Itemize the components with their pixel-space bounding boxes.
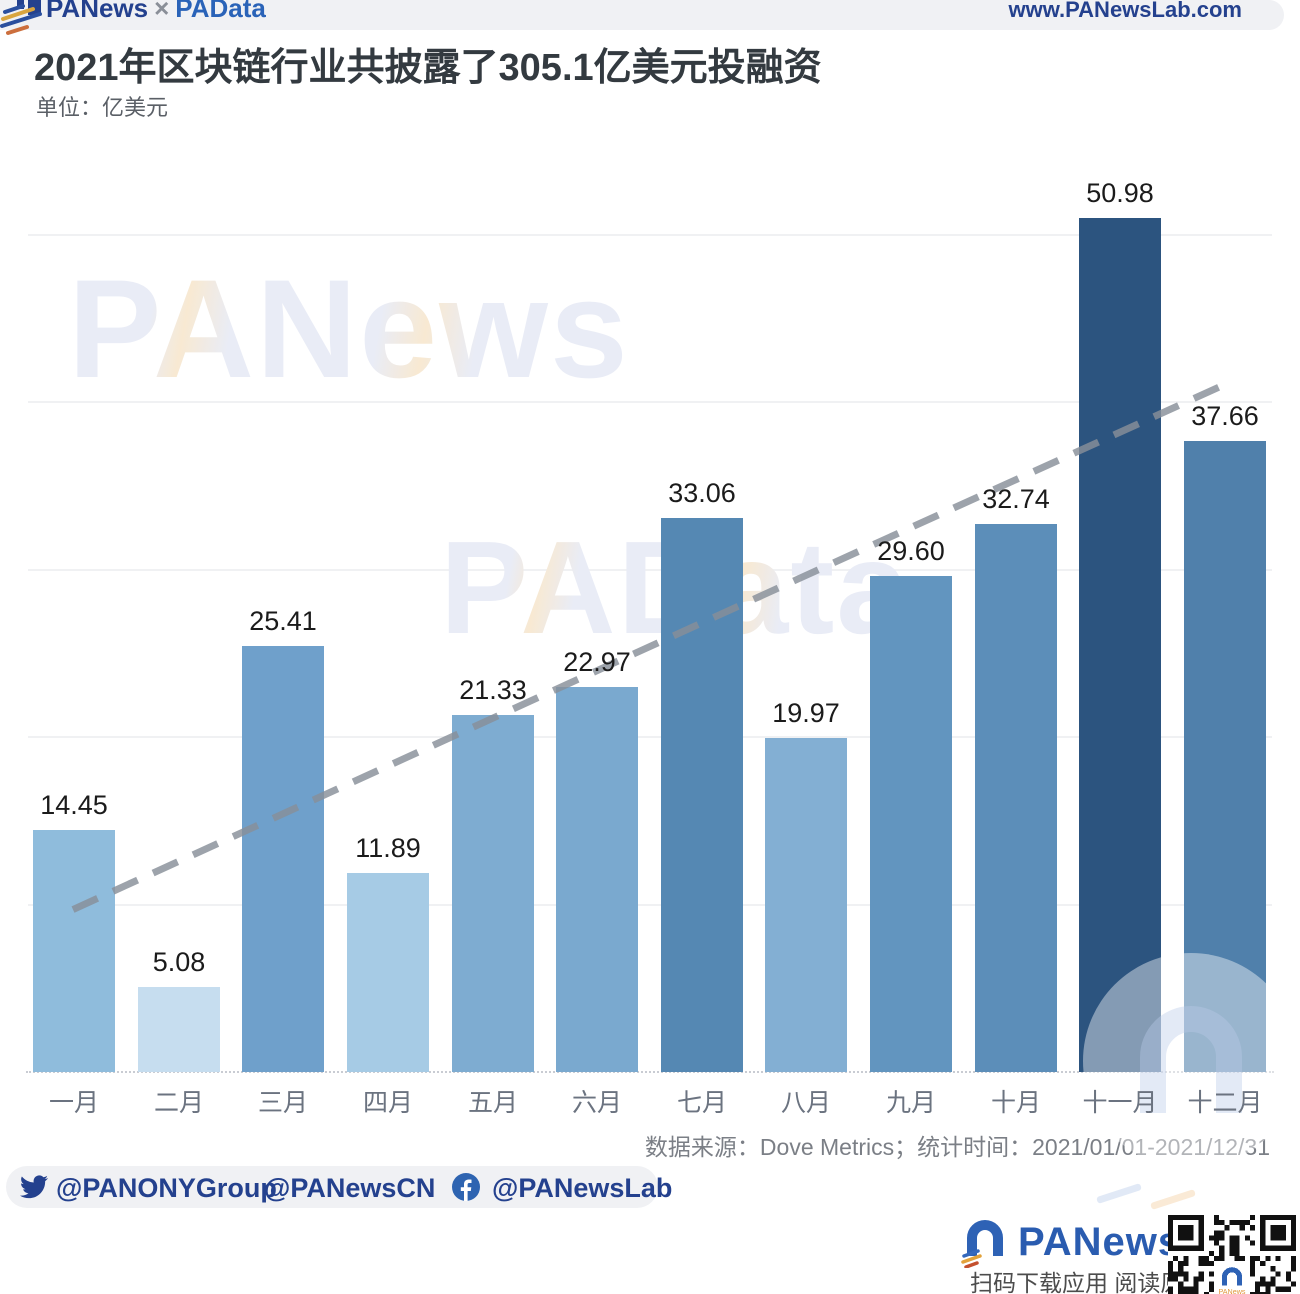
facebook-icon — [452, 1173, 480, 1201]
watermark-logo-circle — [1083, 953, 1299, 1169]
x-axis-label-三月: 三月 — [257, 1089, 309, 1117]
x-axis-label-七月: 七月 — [676, 1089, 728, 1117]
watermark-panews: PANews — [68, 248, 630, 410]
x-axis-label-一月: 一月 — [48, 1089, 100, 1117]
page-title: 2021年区块链行业共披露了305.1亿美元投融资 — [34, 47, 822, 89]
x-axis-label-四月: 四月 — [362, 1089, 414, 1117]
data-source-note: 数据来源：Dove Metrics；统计时间：2021/01/01-2021/1… — [644, 1134, 1270, 1160]
panews-footer-logo-icon — [961, 1220, 1003, 1268]
bar-二月 — [138, 987, 220, 1072]
x-axis-label-五月: 五月 — [467, 1089, 519, 1117]
qr-caption: 扫码下载应用 阅读原文 — [970, 1270, 1207, 1294]
x-axis-label-十月: 十月 — [990, 1089, 1042, 1117]
bar-value-label-五月: 21.33 — [459, 675, 527, 705]
qr-code: PANews — [1168, 1215, 1296, 1294]
brand-separator: × — [154, 0, 170, 23]
bar-十一月 — [1079, 218, 1161, 1072]
bar-三月 — [242, 646, 324, 1072]
twitter-handle-panewscn: @PANewsCN — [264, 1173, 436, 1203]
gridline-50 — [28, 233, 1272, 236]
x-axis-label-十二月: 十二月 — [1187, 1089, 1263, 1117]
bar-value-label-十月: 32.74 — [982, 484, 1050, 514]
bar-value-label-七月: 33.06 — [668, 478, 736, 508]
website-url: www.PANewsLab.com — [1008, 0, 1243, 22]
twitter-icon — [20, 1175, 48, 1199]
bar-十月 — [975, 524, 1057, 1072]
bar-value-label-八月: 19.97 — [772, 698, 840, 728]
x-axis-label-六月: 六月 — [571, 1089, 623, 1117]
bar-value-label-十二月: 37.66 — [1191, 401, 1259, 431]
x-axis-label-十一月: 十一月 — [1082, 1089, 1158, 1117]
bar-七月 — [661, 518, 743, 1072]
bar-value-label-六月: 22.97 — [563, 647, 631, 677]
decoration-stripe-blue — [1096, 1183, 1142, 1204]
bar-value-label-一月: 14.45 — [40, 790, 108, 820]
bar-九月 — [870, 576, 952, 1072]
brand-padata-label: PAData — [175, 0, 266, 23]
twitter-handle-panony: @PANONYGroup — [56, 1173, 277, 1203]
x-axis-label-九月: 九月 — [885, 1089, 937, 1117]
header-brand: PANews × PAData — [46, 0, 266, 24]
bar-value-label-二月: 5.08 — [152, 947, 206, 977]
x-axis-label-八月: 八月 — [780, 1089, 832, 1117]
social-bar: @PANONYGroup @PANewsCN @PANewsLab — [6, 1166, 672, 1208]
svg-text:PANews: PANews — [1219, 1288, 1246, 1294]
bar-value-label-三月: 25.41 — [249, 606, 317, 636]
bar-八月 — [765, 738, 847, 1072]
x-axis-baseline — [26, 1071, 1274, 1073]
facebook-handle-panewslab: @PANewsLab — [492, 1173, 673, 1203]
bar-value-label-十一月: 50.98 — [1086, 178, 1154, 208]
bar-四月 — [347, 873, 429, 1072]
bar-一月 — [33, 830, 115, 1072]
panews-footer-wordmark: PANews — [1018, 1220, 1182, 1264]
panews-logo-icon — [0, 0, 42, 35]
header-bar: PANews × PAData www.PANewsLab.com — [0, 0, 1284, 30]
decoration-stripe-orange — [1150, 1189, 1196, 1210]
bar-六月 — [556, 687, 638, 1072]
unit-label: 单位：亿美元 — [36, 95, 169, 120]
bar-value-label-四月: 11.89 — [355, 833, 421, 863]
bar-五月 — [452, 715, 534, 1072]
x-axis-label-二月: 二月 — [153, 1089, 205, 1117]
brand-panews-label: PANews — [46, 0, 149, 23]
bar-value-label-九月: 29.60 — [877, 536, 945, 566]
